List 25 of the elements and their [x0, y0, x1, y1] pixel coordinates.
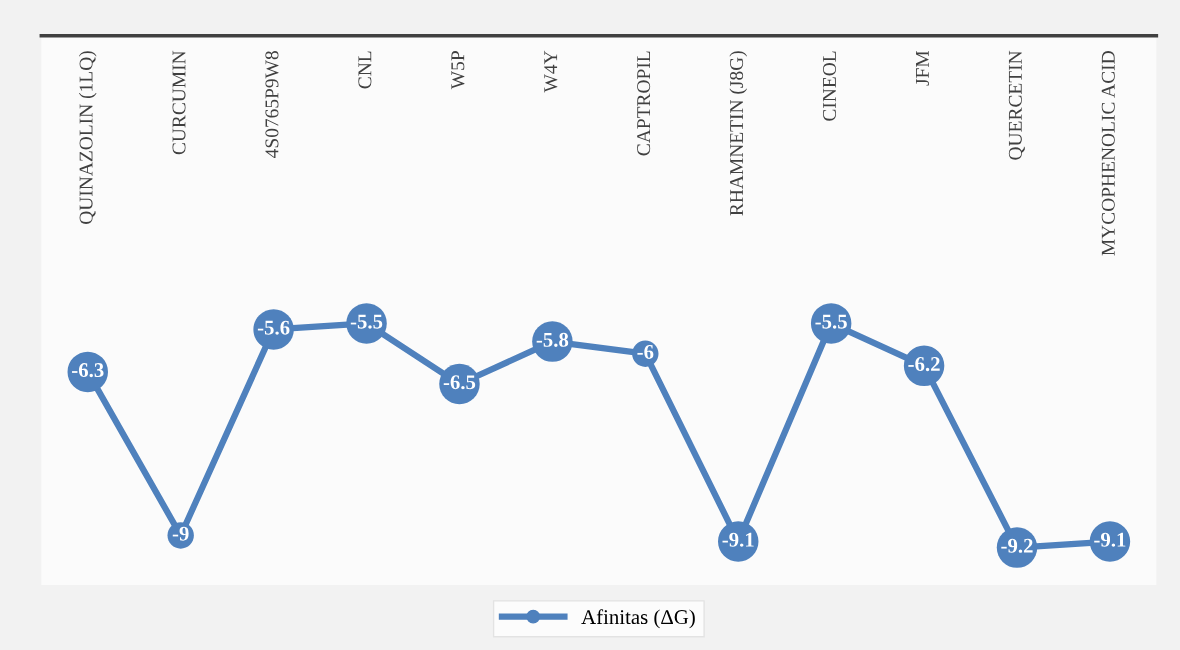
x-tick-label: RHAMNETIN (J8G) — [729, 51, 748, 216]
data-label: -9.2 — [1001, 538, 1033, 553]
data-label: -6.3 — [72, 363, 104, 378]
data-label: -5.6 — [257, 320, 290, 335]
x-tick-label: 4S0765P9W8 — [265, 51, 279, 158]
data-label: -9.1 — [1094, 532, 1126, 547]
data-label: -5.5 — [350, 314, 383, 329]
x-tick-label: CAPTROPIL — [637, 51, 651, 156]
x-tick-label: MYCOPHENOLIC ACID — [1101, 51, 1115, 256]
x-tick-label: QUERCETIN — [1008, 50, 1025, 160]
x-tick-label: CNL — [358, 51, 372, 89]
data-label: -6.2 — [908, 357, 940, 372]
data-label: -6.5 — [443, 375, 476, 390]
legend-label: Afinitas (ΔG) — [581, 609, 695, 629]
x-tick-label: JFM — [916, 50, 929, 86]
data-label: -5.8 — [536, 332, 569, 347]
data-label: -5.5 — [815, 314, 847, 329]
x-tick-label: CURCUMIN — [172, 50, 186, 155]
data-label: -9.1 — [722, 532, 754, 547]
x-tick-label: QUINAZOLIN (1LQ) — [78, 51, 97, 224]
x-tick-label: CINEOL — [822, 51, 837, 121]
data-label: -6 — [637, 344, 654, 359]
x-tick-label: W4Y — [544, 50, 558, 93]
x-tick-label: W5P — [451, 51, 465, 90]
data-label: -9 — [172, 526, 189, 541]
